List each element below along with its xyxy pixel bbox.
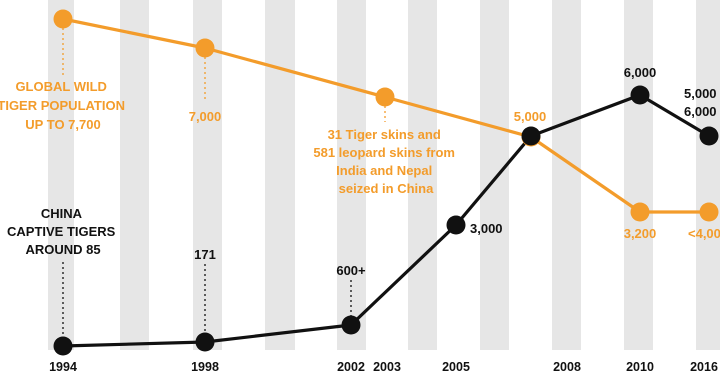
background-band-3 [193, 0, 222, 350]
global-wild-label: GLOBAL WILD TIGER POPULATION UP TO 7,700 [0, 79, 129, 132]
x-tick-2010: 2010 [626, 360, 654, 374]
background-band-6 [408, 0, 437, 350]
orange-series-line [62, 17, 709, 214]
global-wild-line-3: UP TO 7,700 [25, 117, 100, 132]
orange-series-point-2003 [375, 87, 395, 107]
china-line-1: CHINA [41, 206, 83, 221]
x-tick-1994: 1994 [49, 360, 77, 374]
x-tick-1998: 1998 [191, 360, 219, 374]
background-band-7 [480, 0, 509, 350]
china-label: CHINA CAPTIVE TIGERS AROUND 85 [7, 206, 119, 257]
skins-line-4: seized in China [339, 181, 434, 196]
black-series-point-1994 [53, 336, 73, 356]
skins-line-2: 581 leopard skins from [313, 145, 455, 160]
label-4000: <4,000 [688, 226, 720, 241]
label-5000-black: 5,000 [684, 86, 717, 101]
background-band-4 [265, 0, 295, 350]
x-tick-2016: 2016 [690, 360, 718, 374]
skins-line-3: India and Nepal [336, 163, 432, 178]
skins-line-1: 31 Tiger skins and [328, 127, 441, 142]
x-tick-2008: 2008 [553, 360, 581, 374]
orange-series-point-2010 [630, 202, 650, 222]
global-wild-line-1: GLOBAL WILD [15, 79, 106, 94]
label-6000-right: 6,000 [684, 104, 717, 119]
black-series-point-2005 [446, 215, 466, 235]
black-series-point-2006 [521, 126, 541, 146]
background-band-9 [624, 0, 653, 350]
black-series-point-2002 [341, 315, 361, 335]
orange-series-point-1994 [53, 9, 73, 29]
x-tick-2005: 2005 [442, 360, 470, 374]
label-3000: 3,000 [470, 221, 503, 236]
global-wild-line-2: TIGER POPULATION [0, 98, 125, 113]
orange-series-point-2016 [699, 202, 719, 222]
orange-series-point-1998 [195, 38, 215, 58]
connectors [62, 28, 386, 336]
black-series-point-1998 [195, 332, 215, 352]
black-series-point-2016 [699, 126, 719, 146]
label-171: 171 [194, 247, 216, 262]
series-points [53, 9, 719, 356]
black-series-point-2010 [630, 85, 650, 105]
label-5000-orange: 5,000 [514, 109, 547, 124]
background-band-2 [120, 0, 149, 350]
x-tick-2002: 2002 [337, 360, 365, 374]
label-7000: 7,000 [189, 109, 222, 124]
label-600: 600+ [336, 263, 366, 278]
x-axis: 1994 1998 2002 2003 2005 2008 2010 2016 [49, 360, 718, 374]
x-tick-2003: 2003 [373, 360, 401, 374]
label-6000: 6,000 [624, 65, 657, 80]
china-line-2: CAPTIVE TIGERS [7, 224, 116, 239]
background-band-10 [696, 0, 720, 350]
label-3200: 3,200 [624, 226, 657, 241]
skins-label: 31 Tiger skins and 581 leopard skins fro… [313, 127, 458, 196]
background-band-1 [48, 0, 74, 350]
china-line-3: AROUND 85 [25, 242, 100, 257]
background-band-8 [552, 0, 581, 350]
